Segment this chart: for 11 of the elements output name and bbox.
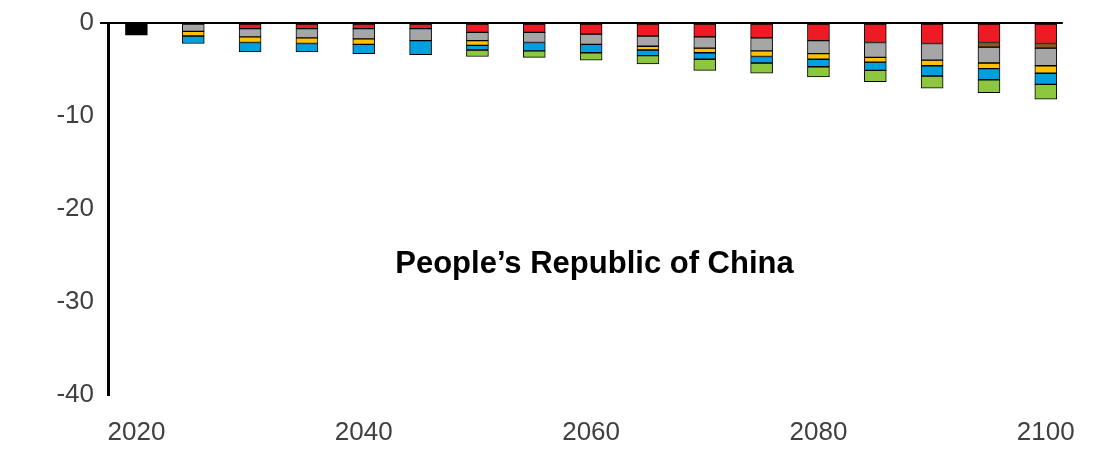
x-tick-label: 2020 <box>107 415 166 446</box>
y-tick-label: -10 <box>56 99 94 130</box>
y-tick-label: -40 <box>56 378 94 409</box>
y-tick-label: -20 <box>56 192 94 223</box>
x-tick-label: 2040 <box>334 415 393 446</box>
text: People’s Republic of China <box>394 245 795 281</box>
x-tick-label: 2060 <box>562 415 621 446</box>
y-tick-label: -30 <box>56 285 94 316</box>
x-tick-label: 2080 <box>789 415 848 446</box>
y-tick-label: 0 <box>79 6 94 37</box>
x-tick-label: 2100 <box>1016 415 1075 446</box>
